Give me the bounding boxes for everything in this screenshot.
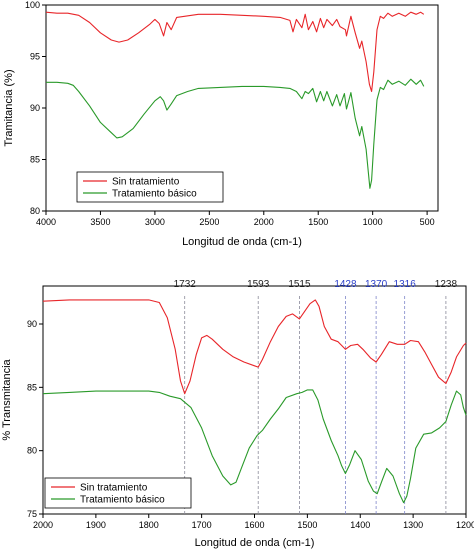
y-tick-label: 90 — [27, 319, 37, 329]
x-tick-label: 1600 — [244, 520, 264, 530]
x-axis-label: Longitud de onda (cm-1) — [182, 236, 302, 248]
x-tick-label: 2000 — [254, 217, 274, 227]
x-tick-label: 1500 — [308, 217, 328, 227]
x-tick-label: 1500 — [297, 520, 317, 530]
y-tick-label: 90 — [30, 103, 40, 113]
peak-label: 1370 — [365, 279, 388, 290]
y-tick-label: 85 — [27, 382, 37, 392]
y-tick-label: 80 — [30, 206, 40, 216]
y-axis-label: Tramitancia (%) — [3, 69, 15, 146]
y-tick-label: 100 — [25, 0, 40, 10]
peak-label: 1316 — [394, 279, 417, 290]
series-line-2 — [42, 389, 467, 504]
y-tick-label: 95 — [30, 52, 40, 62]
x-tick-label: 1300 — [403, 520, 423, 530]
y-tick-label: 80 — [27, 446, 37, 456]
peak-label: 1238 — [435, 279, 458, 290]
series-line-2 — [46, 78, 425, 189]
chart-1: 4000 3500 3000 2500 2000 1500 1000 500 80 85 90 95 1… — [3, 0, 439, 248]
legend-box — [76, 171, 224, 203]
legend-entry: Sin tratamiento — [80, 483, 148, 494]
x-tick-label: 3500 — [90, 217, 110, 227]
x-tick-label: 2500 — [199, 217, 219, 227]
legend-box — [44, 477, 192, 509]
y-tick-label: 75 — [27, 509, 37, 519]
peak-label: 1593 — [247, 279, 270, 290]
series-line-1 — [42, 299, 467, 395]
x-tick-label: 2000 — [33, 520, 53, 530]
x-tick-label: 1700 — [192, 520, 212, 530]
peak-label: 1428 — [334, 279, 357, 290]
x-tick-label: 4000 — [36, 217, 56, 227]
x-tick-label: 3000 — [145, 217, 165, 227]
x-tick-label: 1000 — [363, 217, 383, 227]
y-tick-label: 85 — [30, 155, 40, 165]
legend-entry: Tratamiento básico — [112, 189, 197, 200]
chart-2: 2000 1900 1800 1700 1600 1500 1400 1300 1200 75 80… — [1, 279, 474, 549]
peak-label: 1515 — [288, 279, 311, 290]
peak-label: 1732 — [174, 279, 197, 290]
series-line-1 — [45, 11, 425, 93]
legend-entry: Sin tratamiento — [112, 177, 180, 188]
x-tick-label: 1400 — [350, 520, 370, 530]
x-tick-label: 1200 — [456, 520, 474, 530]
y-axis-label: % Transmitancia — [1, 358, 13, 440]
x-tick-label: 1800 — [139, 520, 159, 530]
x-tick-label: 500 — [420, 217, 435, 227]
legend-entry: Tratamiento básico — [80, 495, 165, 506]
x-tick-label: 1900 — [86, 520, 106, 530]
x-axis-label: Longitud de onda (cm-1) — [195, 537, 315, 549]
